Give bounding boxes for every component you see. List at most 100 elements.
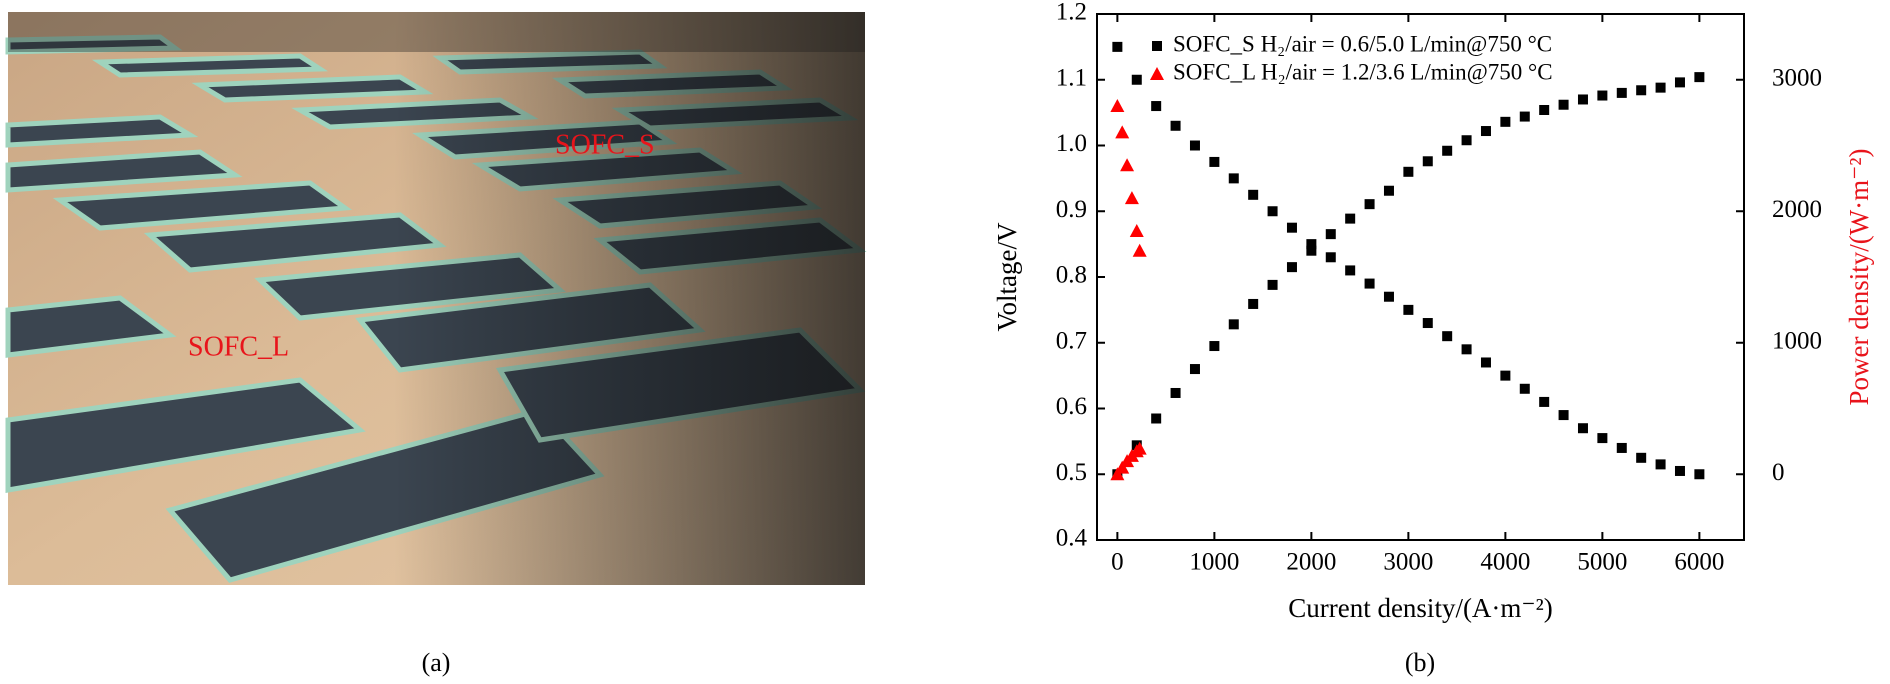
data-point	[1325, 229, 1336, 240]
data-point	[1480, 126, 1491, 137]
data-point	[1655, 459, 1666, 470]
x-tick-label: 1000	[1189, 549, 1239, 576]
data-point	[1577, 94, 1588, 105]
y2-tick-label: 2000	[1772, 196, 1822, 223]
data-point	[1577, 423, 1588, 434]
x-tick-label: 4000	[1480, 549, 1530, 576]
data-point	[1636, 85, 1647, 96]
y-axis-label: Voltage/V	[992, 222, 1022, 331]
data-point	[1694, 469, 1705, 480]
x-tick-label: 3000	[1383, 549, 1433, 576]
data-point	[1209, 341, 1220, 352]
data-point	[1539, 104, 1550, 115]
photo: SOFC_S SOFC_L	[5, 12, 867, 585]
y-tick-label: 0.8	[1056, 262, 1087, 289]
data-point	[1345, 213, 1356, 224]
y2-tick-label: 1000	[1772, 327, 1822, 354]
plot-frame	[1096, 13, 1745, 541]
data-point	[1674, 77, 1685, 88]
data-point	[1129, 223, 1144, 237]
data-point	[1151, 101, 1162, 112]
y-tick-label: 1.1	[1056, 64, 1087, 91]
data-point	[1539, 396, 1550, 407]
data-point	[1120, 158, 1135, 172]
y-tick-label: 1.2	[1056, 0, 1087, 26]
data-point	[1189, 364, 1200, 375]
data-point	[1461, 135, 1472, 146]
data-point	[1115, 125, 1130, 139]
data-point	[1325, 252, 1336, 263]
data-point	[1132, 243, 1147, 257]
y-tick-label: 0.9	[1056, 196, 1087, 223]
data-point	[1131, 74, 1142, 85]
data-point	[1422, 318, 1433, 329]
data-point	[1597, 433, 1608, 444]
data-point	[1124, 191, 1139, 205]
data-point	[1597, 90, 1608, 101]
data-point	[1306, 239, 1317, 250]
x-tick-label: 0	[1111, 549, 1124, 576]
data-point	[1616, 87, 1627, 98]
data-point	[1267, 206, 1278, 217]
y-tick-label: 0.6	[1056, 393, 1087, 420]
data-point	[1132, 441, 1147, 455]
data-point	[1364, 199, 1375, 210]
data-point	[1248, 298, 1259, 309]
data-point	[1616, 442, 1627, 453]
x-axis-label: Current density/(A·m⁻²)	[1288, 593, 1553, 623]
y2-tick-label: 0	[1772, 459, 1785, 486]
x-tick-label: 6000	[1674, 549, 1724, 576]
panel-caption: (a)	[422, 648, 451, 677]
y2-tick-label: 3000	[1772, 64, 1822, 91]
legend-marker	[1150, 67, 1164, 80]
data-point	[1403, 304, 1414, 315]
data-point	[1151, 413, 1162, 424]
data-point	[1209, 156, 1220, 167]
data-point	[1228, 319, 1239, 330]
data-point	[1383, 185, 1394, 196]
data-point	[1110, 467, 1125, 481]
data-point	[1228, 173, 1239, 184]
data-point	[1694, 72, 1705, 83]
data-point	[1267, 279, 1278, 290]
legend-label: SOFC_L H₂/air = 1.2/3.6 L/min@750 °C	[1173, 59, 1553, 84]
data-point	[1655, 82, 1666, 93]
panel-caption: (b)	[1405, 648, 1435, 677]
data-point	[1364, 278, 1375, 289]
data-point	[1112, 41, 1123, 52]
photo-label: SOFC_L	[188, 331, 289, 362]
y-tick-label: 0.5	[1056, 459, 1087, 486]
data-point	[1674, 465, 1685, 476]
data-point	[1558, 99, 1569, 110]
data-point	[1442, 331, 1453, 342]
data-point	[1403, 166, 1414, 177]
data-point	[1636, 452, 1647, 463]
data-point	[1170, 387, 1181, 398]
data-point	[1500, 116, 1511, 127]
x-tick-label: 5000	[1577, 549, 1627, 576]
chart: 0 1000 2000 3000 4000 5000 6000 0.4 0.5 0.6 0.7 0.8…	[992, 0, 1874, 623]
data-point	[1345, 265, 1356, 276]
legend-label: SOFC_S H₂/air = 0.6/5.0 L/min@750 °C	[1173, 31, 1552, 56]
data-point	[1248, 189, 1259, 200]
data-point	[1500, 370, 1511, 381]
y-tick-label: 0.4	[1056, 525, 1088, 552]
data-point	[1170, 120, 1181, 131]
y-tick-label: 0.7	[1056, 327, 1087, 354]
photo-label: SOFC_S	[555, 129, 655, 160]
data-point	[1461, 344, 1472, 355]
data-point	[1519, 111, 1530, 122]
legend-marker	[1152, 41, 1162, 51]
data-point	[1110, 99, 1125, 113]
data-point	[1519, 383, 1530, 394]
data-point	[1383, 291, 1394, 302]
data-point	[1442, 145, 1453, 156]
data-point	[1286, 222, 1297, 233]
data-point	[1306, 245, 1317, 256]
data-point	[1286, 262, 1297, 273]
x-tick-label: 2000	[1286, 549, 1336, 576]
data-point	[1189, 140, 1200, 151]
data-point	[1480, 357, 1491, 368]
